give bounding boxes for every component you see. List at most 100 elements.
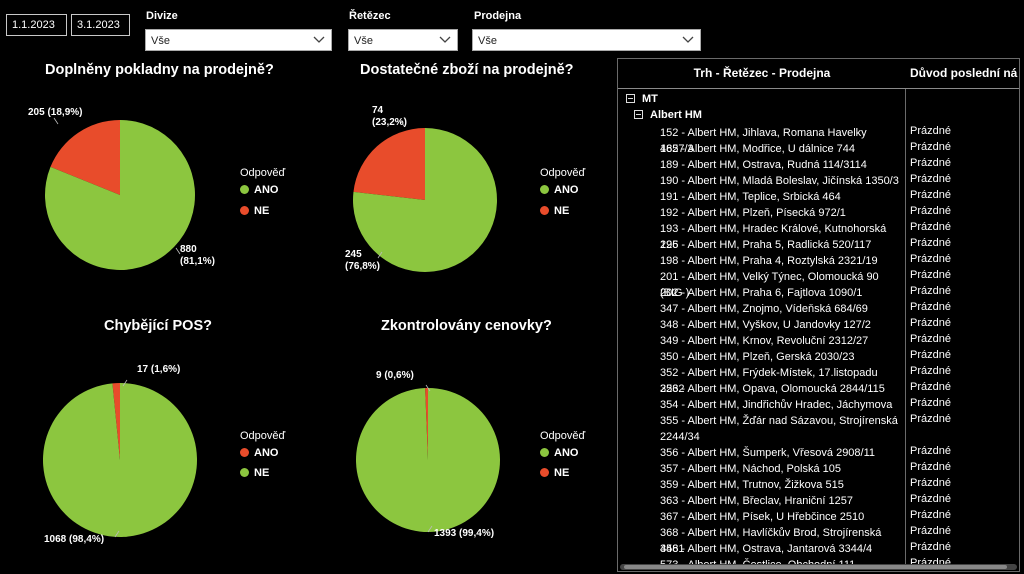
leader-line xyxy=(53,117,59,125)
divize-dropdown[interactable]: Vše xyxy=(145,29,332,51)
column-header-reason[interactable]: Důvod poslední ná xyxy=(910,66,1018,80)
reason-cell: Prázdné xyxy=(910,173,951,185)
leader-line xyxy=(122,379,128,387)
legend-dot xyxy=(240,468,249,477)
legend-label: ANO xyxy=(254,184,279,196)
reason-cell: Prázdné xyxy=(910,125,951,137)
legend-dot xyxy=(240,206,249,215)
reason-cell: Prázdné xyxy=(910,141,951,153)
legend-dot xyxy=(240,448,249,457)
chart-title: Chybějící POS? xyxy=(104,318,212,334)
store-name-cell: 355 - Albert HM, Žďár nad Sázavou, Stroj… xyxy=(660,415,898,443)
store-name-cell: 357 - Albert HM, Náchod, Polská 105 xyxy=(660,463,841,475)
data-label: 17 (1,6%) xyxy=(137,364,180,375)
legend-label: NE xyxy=(554,467,570,479)
chevron-down-icon xyxy=(682,36,694,43)
store-name-cell: 347 - Albert HM, Znojmo, Vídeňská 684/69 xyxy=(660,303,868,315)
reason-cell: Prázdné xyxy=(910,253,951,265)
reason-cell: Prázdné xyxy=(910,333,951,345)
reason-cell: Prázdné xyxy=(910,237,951,249)
legend-label: ANO xyxy=(554,184,579,196)
store-name-cell: 368 - Albert HM, Havlíčkův Brod, Strojír… xyxy=(660,527,882,555)
reason-cell: Prázdné xyxy=(910,493,951,505)
reason-cell: Prázdné xyxy=(910,397,951,409)
collapse-icon[interactable] xyxy=(634,110,643,119)
legend-item-ne[interactable]: NE xyxy=(540,467,569,479)
leader-line xyxy=(175,247,181,255)
chart-title: Dostatečné zboží na prodejně? xyxy=(360,62,574,78)
legend-label: NE xyxy=(254,205,270,217)
group-row-albert-hm[interactable]: Albert HM xyxy=(634,109,702,121)
legend-item-ne[interactable]: NE xyxy=(540,205,569,217)
column-header-store[interactable]: Trh - Řetězec - Prodejna xyxy=(693,66,831,80)
reason-cell: Prázdné xyxy=(910,509,951,521)
prodejna-value: Vše xyxy=(478,35,497,47)
legend-label: NE xyxy=(254,467,270,479)
reason-cell: Prázdné xyxy=(910,269,951,281)
store-name-cell: 348 - Albert HM, Vyškov, U Jandovky 127/… xyxy=(660,319,871,331)
legend-item-ano[interactable]: ANO xyxy=(540,184,578,196)
pie-chart-pos[interactable]: 1068 (98,4%) 17 (1,6%) xyxy=(0,350,240,560)
data-label: 880 (81,1%) xyxy=(180,244,215,267)
legend-label: NE xyxy=(554,205,570,217)
pie-slice-ano[interactable] xyxy=(112,383,120,460)
legend-label: ANO xyxy=(554,447,579,459)
pie-slice-ano[interactable] xyxy=(353,128,497,272)
reason-cell: Prázdné xyxy=(910,541,951,553)
reason-cell: Prázdné xyxy=(910,205,951,217)
prodejna-dropdown[interactable]: Vše xyxy=(472,29,701,51)
legend-label: ANO xyxy=(254,447,279,459)
legend-item-ne[interactable]: NE xyxy=(240,205,269,217)
reason-cell: Prázdné xyxy=(910,477,951,489)
pie-slice-ne[interactable] xyxy=(43,383,198,537)
legend-item-ne[interactable]: NE xyxy=(240,467,269,479)
legend-dot xyxy=(240,185,249,194)
reason-cell: Prázdné xyxy=(910,445,951,457)
store-name-cell: 202 - Albert HM, Praha 6, Fajtlova 1090/… xyxy=(660,287,863,299)
store-name-cell: 363 - Albert HM, Břeclav, Hraniční 1257 xyxy=(660,495,853,507)
store-name-cell: 349 - Albert HM, Krnov, Revoluční 2312/2… xyxy=(660,335,869,347)
reason-cell: Prázdné xyxy=(910,189,951,201)
legend-item-ano[interactable]: ANO xyxy=(240,184,278,196)
reason-cell: Prázdné xyxy=(910,317,951,329)
data-label: 245 (76,8%) xyxy=(345,249,380,272)
pie-slice-ne[interactable] xyxy=(353,128,425,200)
reason-cell: Prázdné xyxy=(910,301,951,313)
date-to-field[interactable]: 3.1.2023 xyxy=(71,14,130,36)
store-name-cell: 201 - Albert HM, Velký Týnec, Olomoucká … xyxy=(660,271,879,299)
pie-chart-zbozi[interactable]: 245 (76,8%) 74 (23,2%) xyxy=(320,90,540,290)
legend-item-ano[interactable]: ANO xyxy=(240,447,278,459)
reason-cell: Prázdné xyxy=(910,461,951,473)
retezec-value: Vše xyxy=(354,35,373,47)
pie-slice-ne[interactable] xyxy=(50,120,120,195)
reason-cell: Prázdné xyxy=(910,221,951,233)
date-from-field[interactable]: 1.1.2023 xyxy=(6,14,67,36)
store-name-cell: 190 - Albert HM, Mladá Boleslav, Jičínsk… xyxy=(660,175,899,187)
group-label: MT xyxy=(642,93,658,105)
stores-table[interactable]: Trh - Řetězec - Prodejna Důvod poslední … xyxy=(617,58,1020,572)
pie-slice-ne[interactable] xyxy=(425,388,428,460)
group-row-mt[interactable]: MT xyxy=(626,93,658,105)
legend-item-ano[interactable]: ANO xyxy=(540,447,578,459)
collapse-icon[interactable] xyxy=(626,94,635,103)
leader-line xyxy=(399,119,405,127)
store-name-cell: 350 - Albert HM, Plzeň, Gerská 2030/23 xyxy=(660,351,855,363)
store-name-cell: 353 - Albert HM, Opava, Olomoucká 2844/1… xyxy=(660,383,885,395)
reason-cell: Prázdné xyxy=(910,285,951,297)
retezec-dropdown[interactable]: Vše xyxy=(348,29,458,51)
pie-chart-pokladny[interactable]: 880 (81,1%) 205 (18,9%) xyxy=(0,90,240,290)
store-name-cell: 354 - Albert HM, Jindřichův Hradec, Jách… xyxy=(660,399,893,411)
pie-slice-ano[interactable] xyxy=(44,120,195,270)
divize-value: Vše xyxy=(151,35,170,47)
reason-cell: Prázdné xyxy=(910,349,951,361)
data-label: 1393 (99,4%) xyxy=(434,528,494,539)
legend-title: Odpověď xyxy=(240,167,286,179)
legend-dot xyxy=(540,448,549,457)
pie-slice-ano[interactable] xyxy=(355,388,500,532)
divize-label: Divize xyxy=(146,10,178,22)
reason-cell: Prázdné xyxy=(910,413,951,425)
reason-cell: Prázdné xyxy=(910,381,951,393)
leader-line xyxy=(114,530,120,538)
scrollbar-thumb[interactable] xyxy=(624,565,1007,569)
pie-chart-cenovky[interactable]: 1393 (99,4%) 9 (0,6%) xyxy=(320,350,540,560)
